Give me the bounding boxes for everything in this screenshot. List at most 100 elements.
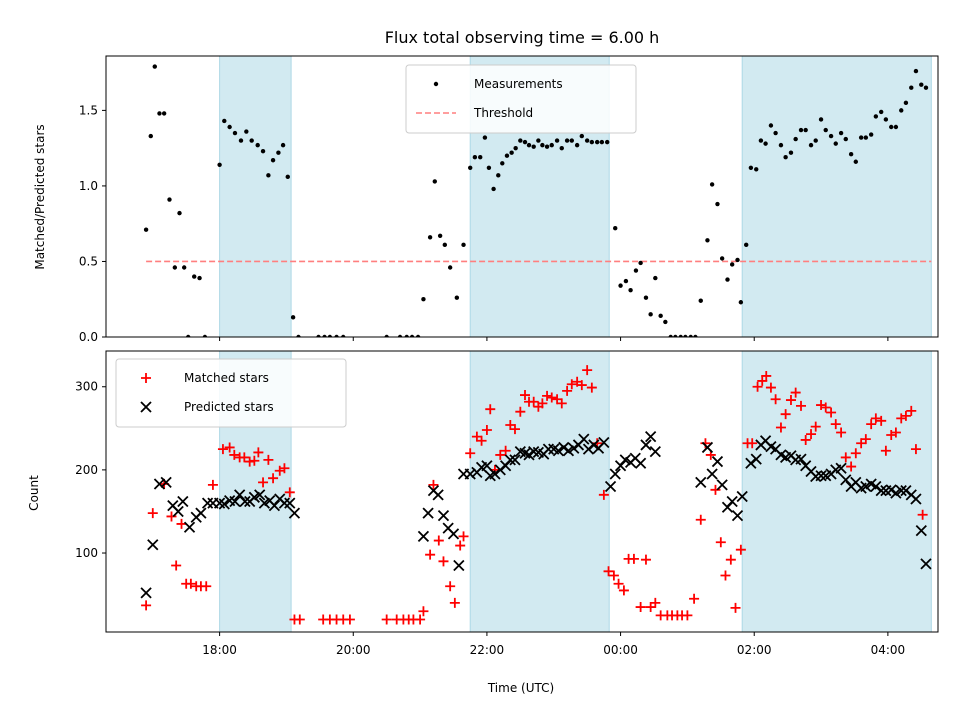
ratio-point xyxy=(889,124,894,130)
matched-point xyxy=(279,463,290,474)
predicted-point xyxy=(701,441,714,454)
predicted-point xyxy=(731,509,744,522)
matched-point xyxy=(765,382,776,393)
matched-point xyxy=(603,566,614,577)
predicted-point xyxy=(239,495,251,508)
ratio-point xyxy=(554,138,560,143)
ratio-point xyxy=(285,174,290,180)
ratio-point xyxy=(341,334,346,337)
ratio-point xyxy=(605,139,610,145)
ratio-point xyxy=(868,132,874,137)
ratio-point xyxy=(913,68,919,74)
ratio-point xyxy=(143,227,149,232)
x-tick-label: 22:00 xyxy=(470,643,505,657)
predicted-point xyxy=(504,454,516,466)
ratio-point xyxy=(432,179,437,184)
predicted-point xyxy=(437,509,450,522)
matched-point xyxy=(249,455,260,466)
matched-point xyxy=(906,405,917,416)
ratio-point xyxy=(518,138,523,143)
matched-point xyxy=(485,404,496,415)
ratio-point xyxy=(863,135,869,140)
matched-point xyxy=(598,489,609,500)
ratio-point xyxy=(735,257,740,263)
ratio-point xyxy=(384,334,389,337)
predicted-point xyxy=(464,468,476,480)
predicted-point xyxy=(835,462,847,474)
legend-label: Matched stars xyxy=(184,371,269,385)
predicted-point xyxy=(645,430,657,443)
predicted-point xyxy=(552,445,565,457)
matched-point xyxy=(201,581,212,592)
ratio-point xyxy=(461,242,466,248)
ratio-point xyxy=(923,85,929,90)
ratio-point xyxy=(628,287,633,293)
axes-frame xyxy=(105,350,939,633)
ratio-point xyxy=(618,283,623,288)
y-tick-label: 1.5 xyxy=(79,103,98,117)
matched-point xyxy=(770,394,781,405)
matched-point xyxy=(344,614,355,625)
matched-point xyxy=(433,535,444,546)
ratio-point xyxy=(668,334,673,337)
predicted-point xyxy=(885,484,897,496)
legend-label: Predicted stars xyxy=(184,400,274,414)
legend-box xyxy=(115,358,347,428)
series-predicted-stars xyxy=(140,430,932,599)
chart-title: Flux total observing time = 6.00 h xyxy=(385,28,660,47)
y-tick-label: 100 xyxy=(75,546,98,560)
ratio-point xyxy=(559,145,564,151)
matched-point xyxy=(455,540,466,551)
ratio-point xyxy=(873,114,879,119)
matched-point xyxy=(263,454,274,465)
matched-point xyxy=(640,554,651,565)
predicted-point xyxy=(634,457,647,469)
matched-point xyxy=(710,484,721,495)
series-measurements xyxy=(143,64,929,337)
ratio-point xyxy=(858,135,864,140)
predicted-point xyxy=(417,530,430,543)
ratio-point xyxy=(808,142,814,148)
matched-point xyxy=(509,424,520,435)
ratio-point xyxy=(172,265,178,270)
predicted-point xyxy=(234,489,246,501)
ratio-point xyxy=(564,138,570,143)
matched-point xyxy=(695,514,706,525)
ratio-point xyxy=(244,129,249,134)
ratio-point xyxy=(280,142,286,148)
ratio-point xyxy=(249,138,254,143)
matched-point xyxy=(520,390,531,401)
ratio-point xyxy=(919,82,924,87)
shaded-interval-1 xyxy=(219,55,292,338)
ratio-point xyxy=(823,127,828,133)
ratio-point xyxy=(709,182,715,187)
y-tick-label: 1.0 xyxy=(79,179,98,193)
matched-point xyxy=(465,448,476,459)
ratio-point xyxy=(404,334,409,337)
predicted-point xyxy=(609,468,621,480)
matched-point xyxy=(747,438,758,449)
ratio-point xyxy=(454,295,460,300)
ratio-point xyxy=(643,295,649,300)
ratio-point xyxy=(748,165,754,170)
legend-handle-measurements xyxy=(433,81,439,87)
ratio-point xyxy=(270,158,276,163)
predicted-point xyxy=(153,478,166,490)
matched-point xyxy=(166,511,177,522)
ratio-point xyxy=(290,315,296,320)
matched-point xyxy=(284,487,295,498)
matched-point xyxy=(846,461,857,472)
ratio-point xyxy=(853,159,859,164)
matched-point xyxy=(268,473,279,484)
matched-point xyxy=(682,610,693,621)
ratio-point xyxy=(798,127,804,133)
ratio-point xyxy=(579,133,585,139)
ratio-point xyxy=(688,334,693,337)
matched-point xyxy=(810,421,821,432)
predicted-point xyxy=(218,498,230,510)
ratio-point xyxy=(909,85,914,90)
ratio-point xyxy=(899,108,904,113)
ratio-point xyxy=(705,238,710,243)
matched-point xyxy=(495,449,506,460)
